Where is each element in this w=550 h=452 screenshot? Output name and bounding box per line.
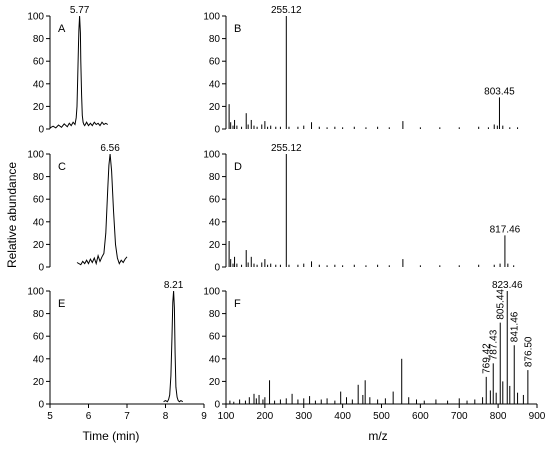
panel-f-ytick-label: 0: [214, 400, 220, 411]
panel-b-peak-label: 255.12: [271, 5, 302, 16]
panel-f-letter: F: [234, 298, 241, 310]
panel-b-peak-label: 803.45: [484, 86, 515, 97]
panel-a-ytick-label: 100: [27, 12, 44, 23]
panel-c-ytick-label: 100: [27, 150, 44, 161]
panel-d-ytick-label: 0: [214, 263, 220, 274]
panel-b-ytick-label: 40: [209, 79, 221, 90]
panel-b-ytick-label: 0: [214, 125, 220, 136]
panel-a-ytick-label: 0: [38, 125, 44, 136]
panel-b-letter: B: [234, 23, 241, 35]
panel-c-trace: [76, 153, 128, 266]
panel-f-peak-label: 823.46: [492, 280, 523, 291]
panel-f-peak-label: 876.50: [523, 336, 534, 367]
panel-e-xtick-label: 7: [124, 411, 130, 422]
panel-e-ytick-label: 40: [33, 354, 45, 365]
panel-f-ytick-label: 100: [203, 287, 220, 298]
panel-f-xtick-label: 100: [218, 411, 235, 422]
panel-b-ytick-label: 100: [203, 12, 220, 23]
panel-e-ytick-label: 100: [27, 287, 44, 298]
panel-e-trace: [163, 290, 184, 403]
panel-a-ytick-label: 60: [33, 57, 45, 68]
panel-e-peak-label: 8.21: [164, 280, 184, 291]
panel-a-ytick-label: 20: [33, 102, 45, 113]
y-axis-label: Relative abundance: [5, 162, 19, 268]
panel-c-ytick-label: 0: [38, 263, 44, 274]
panel-d-peak-label: 255.12: [271, 143, 302, 154]
panel-f-peak-label: 769.42: [482, 343, 493, 374]
panel-c-ytick-label: 80: [33, 172, 45, 183]
panel-d-ytick-label: 80: [209, 172, 221, 183]
panel-f-ytick-label: 40: [209, 354, 221, 365]
panel-d-peak-label: 817.46: [490, 224, 521, 235]
panel-a-ytick-label: 80: [33, 34, 45, 45]
panel-f-xtick-label: 900: [529, 411, 546, 422]
panel-a-trace: [49, 15, 109, 129]
panel-a-letter: A: [58, 23, 66, 35]
panel-f-peak-label: 805.44: [496, 289, 507, 320]
panel-e-xtick-label: 5: [47, 411, 53, 422]
panel-f-peak-label: 841.46: [510, 311, 521, 342]
panel-c-ytick-label: 60: [33, 195, 45, 206]
panel-b-ytick-label: 60: [209, 57, 221, 68]
panel-f-xtick-label: 500: [373, 411, 390, 422]
panel-f-xtick-label: 700: [451, 411, 468, 422]
panel-f-ytick-label: 80: [209, 309, 221, 320]
panel-c-letter: C: [58, 161, 66, 173]
panel-e-letter: E: [58, 298, 65, 310]
panel-c-ytick-label: 40: [33, 217, 45, 228]
panel-f-xtick-label: 300: [295, 411, 312, 422]
panel-d-ytick-label: 40: [209, 217, 221, 228]
panel-e-xtick-label: 8: [163, 411, 169, 422]
panel-b-ytick-label: 80: [209, 34, 221, 45]
panel-e-xtick-label: 6: [86, 411, 92, 422]
panel-e-xtick-label: 9: [201, 411, 207, 422]
panel-a-ytick-label: 40: [33, 79, 45, 90]
panel-e-ytick-label: 20: [33, 377, 45, 388]
panel-b-ytick-label: 20: [209, 102, 221, 113]
panel-d-ytick-label: 100: [203, 150, 220, 161]
panel-e-ytick-label: 80: [33, 309, 45, 320]
x-axis-label-time: Time (min): [83, 429, 140, 443]
panel-e-ytick-label: 0: [38, 400, 44, 411]
panel-d-ytick-label: 20: [209, 240, 221, 251]
panel-f-xtick-label: 200: [257, 411, 274, 422]
panel-f-xtick-label: 400: [334, 411, 351, 422]
x-axis-label-mz: m/z: [368, 429, 387, 443]
panel-f-ytick-label: 20: [209, 377, 221, 388]
panel-f-ytick-label: 60: [209, 332, 221, 343]
panel-f-xtick-label: 600: [412, 411, 429, 422]
panel-a-peak-label: 5.77: [70, 5, 90, 16]
panel-d-ytick-label: 60: [209, 195, 221, 206]
panel-d-letter: D: [234, 161, 242, 173]
panel-f-peak-label: 787.43: [489, 329, 500, 360]
panel-c-peak-label: 6.56: [100, 143, 120, 154]
panel-c-ytick-label: 20: [33, 240, 45, 251]
panel-f-xtick-label: 800: [490, 411, 507, 422]
panel-e-ytick-label: 60: [33, 332, 45, 343]
